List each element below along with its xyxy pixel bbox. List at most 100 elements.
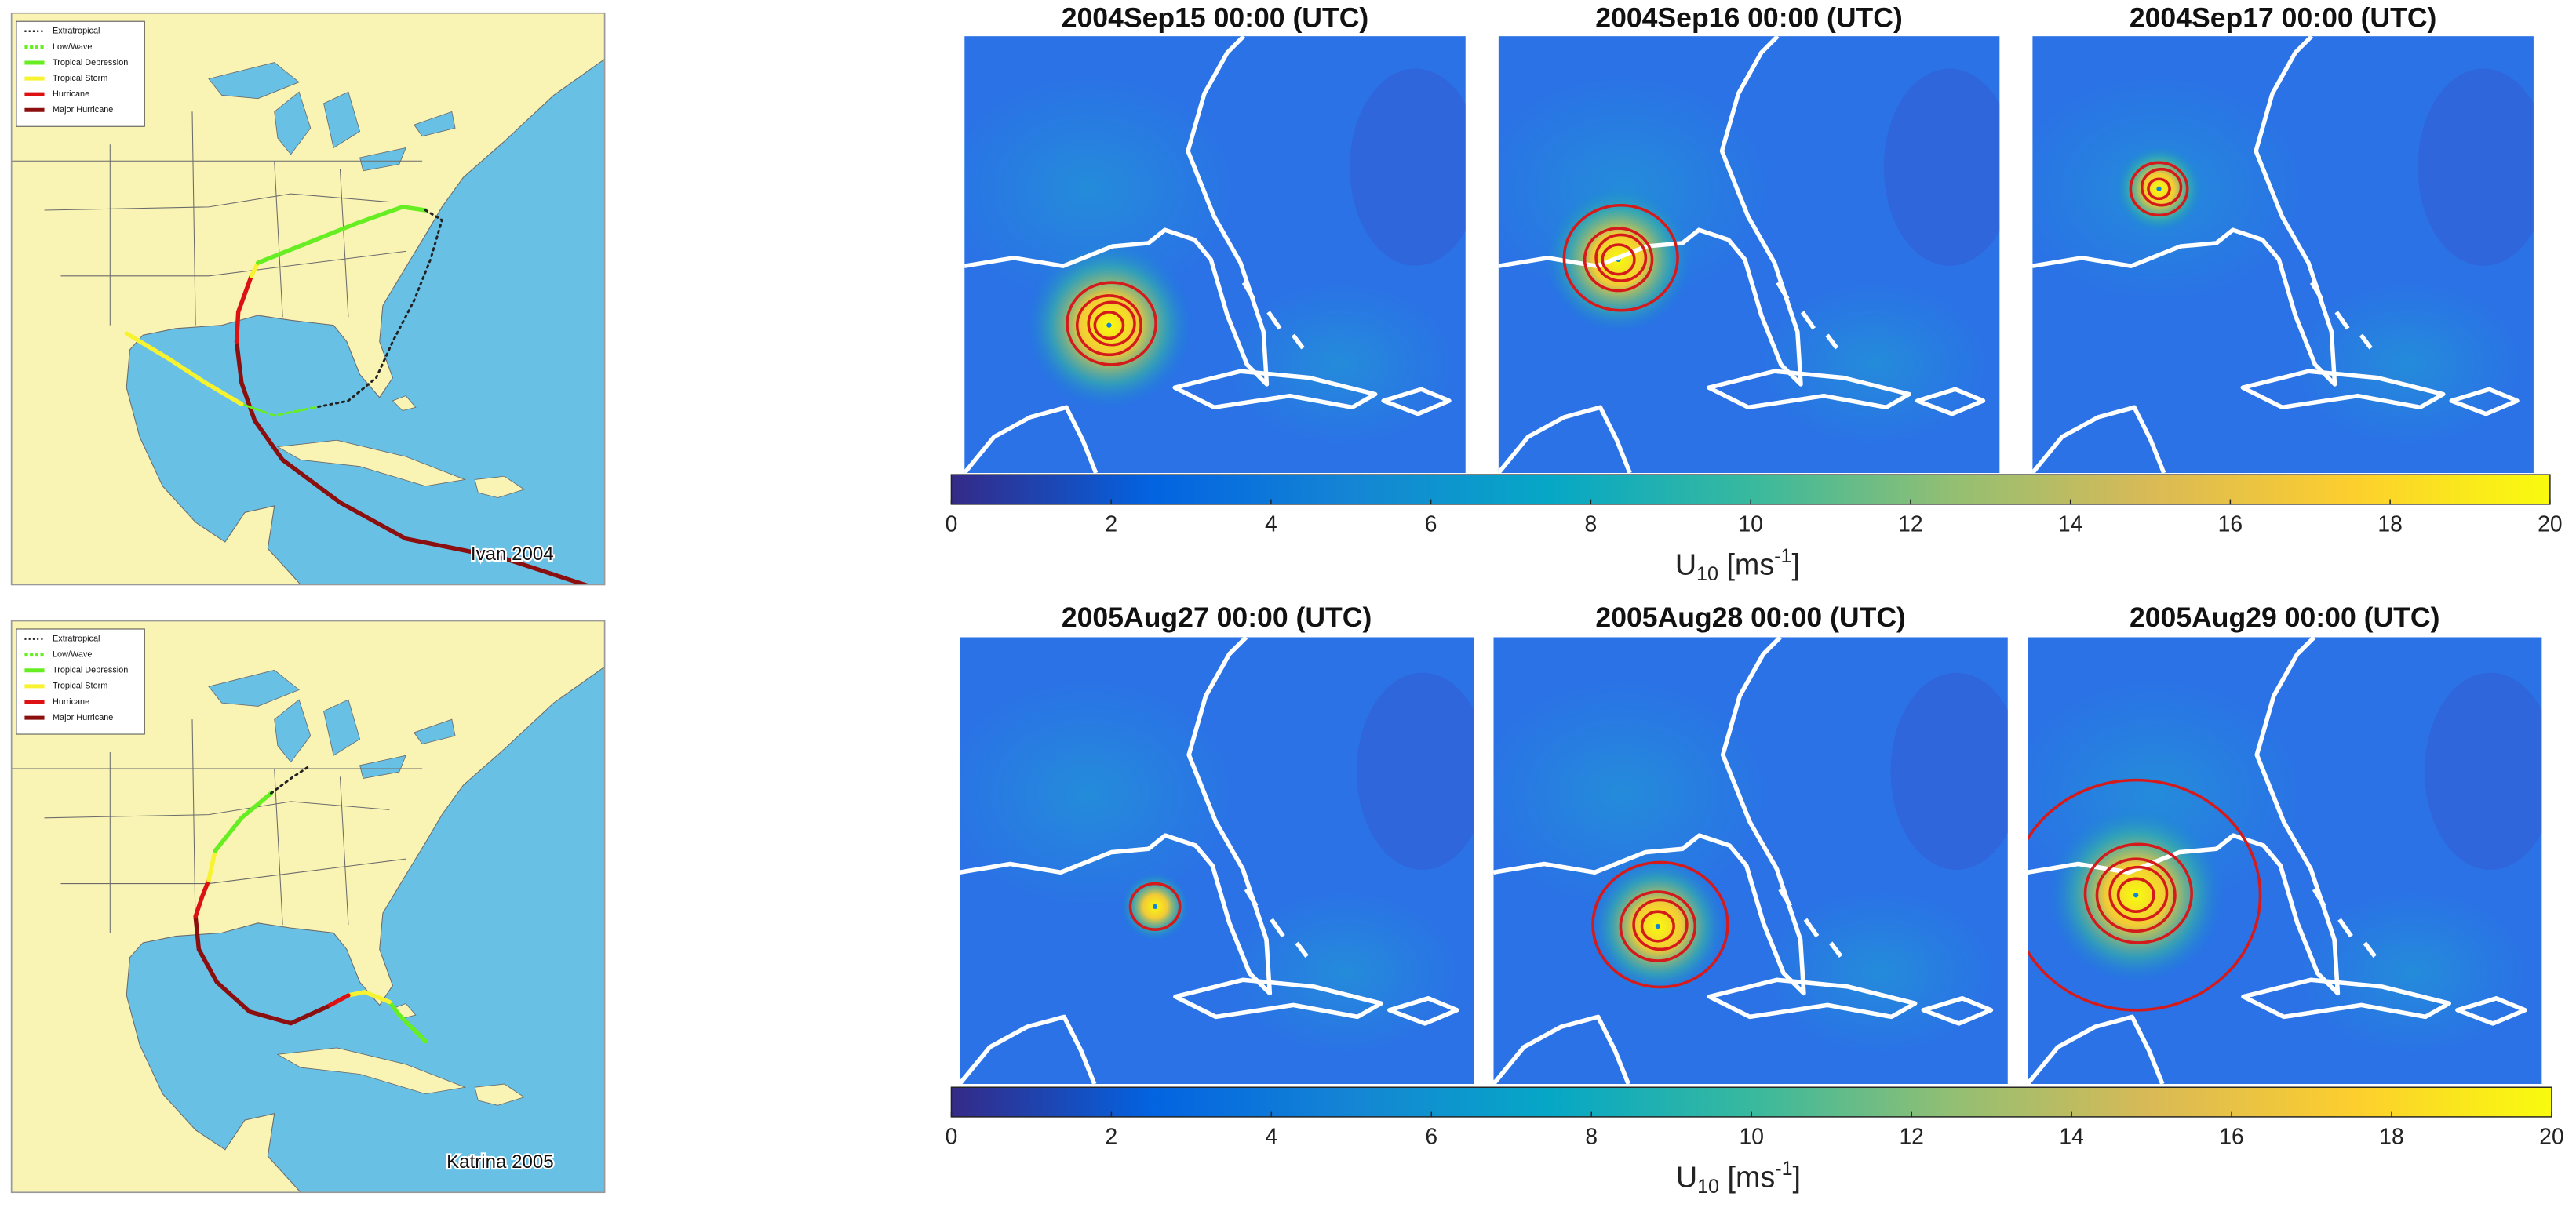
wind-contour bbox=[2116, 877, 2155, 913]
coastline bbox=[2032, 36, 2337, 387]
panel-title: 2004Sep15 00:00 (UTC) bbox=[1062, 2, 1369, 34]
border bbox=[274, 161, 283, 318]
wind-contour bbox=[2083, 842, 2193, 944]
lake bbox=[414, 111, 456, 137]
legend-entry: Major Hurricane bbox=[53, 105, 113, 115]
storm-track bbox=[387, 999, 428, 1044]
wind-calm bbox=[2418, 68, 2534, 266]
legend-entry: Tropical Depression bbox=[53, 58, 128, 67]
storm-label: Katrina 2005 bbox=[446, 1151, 554, 1173]
wind-haze bbox=[1759, 282, 1990, 446]
island bbox=[276, 439, 467, 487]
wind-calm bbox=[1890, 672, 2008, 870]
wind-contour bbox=[1562, 203, 1679, 312]
colorbar-tick-label: 16 bbox=[2218, 511, 2243, 536]
colorbar-tick-label: 10 bbox=[1738, 511, 1762, 536]
coastline bbox=[2309, 281, 2373, 350]
coastline bbox=[1241, 281, 1305, 350]
land bbox=[11, 13, 605, 585]
colorbar-tick-label: 4 bbox=[1265, 1124, 1277, 1149]
lake bbox=[414, 718, 456, 745]
wind-haze bbox=[1764, 889, 1995, 1055]
colorbar-tick-label: 14 bbox=[2059, 1124, 2083, 1149]
storm-track bbox=[234, 274, 254, 344]
wind-haze bbox=[1493, 678, 1770, 909]
storm-track bbox=[346, 989, 392, 1005]
colorbar-tick-label: 14 bbox=[2058, 511, 2082, 536]
wind-calm bbox=[1357, 672, 1474, 870]
border bbox=[339, 169, 349, 318]
wind-contour bbox=[2108, 865, 2169, 922]
colorbar-tick-label: 4 bbox=[1265, 511, 1277, 536]
legend-entry: Tropical Depression bbox=[53, 666, 128, 675]
wind-calm bbox=[2425, 672, 2542, 870]
storm-eye bbox=[1655, 923, 1660, 929]
coastline bbox=[1707, 369, 1911, 410]
wind-contour bbox=[2147, 177, 2171, 201]
colorbar-tick-label: 12 bbox=[1899, 1124, 1923, 1149]
wind-panel bbox=[1498, 36, 2000, 474]
coastline bbox=[1776, 281, 1839, 350]
colorbar-tick-label: 0 bbox=[946, 1124, 958, 1149]
colorbar-tick-label: 16 bbox=[2219, 1124, 2243, 1149]
colorbar-label: U10 [ms-1] bbox=[1675, 545, 1800, 585]
storm-track bbox=[270, 764, 312, 795]
label-unit: [ms bbox=[1726, 547, 1774, 580]
coastline bbox=[1493, 1014, 1630, 1085]
storm-track bbox=[256, 205, 428, 265]
colorbar-tick-label: 20 bbox=[2539, 1124, 2563, 1149]
lake bbox=[208, 669, 300, 707]
coastline bbox=[959, 637, 1273, 996]
storm-track bbox=[124, 331, 244, 406]
storm-track bbox=[193, 914, 330, 1026]
track-map: Extratropical Low/Wave Tropical Depression… bbox=[10, 12, 606, 586]
wind-contour bbox=[1128, 882, 1182, 931]
figure-content: Extratropical Low/Wave Tropical Depression… bbox=[10, 2, 2564, 1198]
colorbar-tick-label: 6 bbox=[1425, 511, 1437, 536]
coastline bbox=[1493, 637, 1806, 996]
wind-haze bbox=[2297, 889, 2529, 1055]
coastline bbox=[1387, 996, 1459, 1026]
border bbox=[44, 801, 390, 819]
wind-haze bbox=[959, 678, 1237, 909]
storm-track bbox=[240, 402, 317, 417]
wind-contour bbox=[1619, 890, 1697, 962]
wind-field bbox=[1493, 637, 2008, 1085]
legend-entry: Hurricane bbox=[53, 89, 89, 99]
panel-title: 2004Sep17 00:00 (UTC) bbox=[2130, 2, 2437, 34]
legend-entry: Extratropical bbox=[53, 634, 100, 643]
island bbox=[276, 1047, 467, 1095]
storm-track bbox=[213, 791, 274, 853]
coastline bbox=[2240, 369, 2446, 410]
label-close: ] bbox=[1793, 1160, 1801, 1193]
island bbox=[474, 475, 525, 498]
storm-track bbox=[193, 878, 211, 919]
lake bbox=[359, 755, 406, 780]
wind-contour bbox=[1601, 243, 1636, 276]
coastline bbox=[2455, 996, 2527, 1026]
colorbar-tick-label: 2 bbox=[1105, 511, 1117, 536]
lake bbox=[323, 699, 361, 756]
land bbox=[11, 620, 605, 1193]
colorbar-tick-label: 18 bbox=[2377, 511, 2402, 536]
wind-haze bbox=[2293, 282, 2523, 446]
storm-track bbox=[206, 848, 218, 883]
wind-contour bbox=[1066, 281, 1157, 366]
wind-contour bbox=[1093, 311, 1125, 340]
panel-title: 2005Aug27 00:00 (UTC) bbox=[1062, 602, 1372, 633]
wind-contour bbox=[2129, 161, 2189, 217]
wind-contour bbox=[1632, 898, 1689, 951]
panel-title: 2004Sep16 00:00 (UTC) bbox=[1595, 2, 1903, 34]
wind-haze bbox=[1225, 282, 1456, 446]
storm-track bbox=[324, 993, 351, 1009]
wind-panel bbox=[2027, 637, 2542, 1085]
legend-entry: Hurricane bbox=[53, 697, 89, 707]
legend-entry: Low/Wave bbox=[53, 42, 92, 52]
coastline bbox=[1915, 387, 1986, 416]
label-subscript: 10 bbox=[1697, 1176, 1719, 1198]
wind-haze bbox=[964, 74, 1238, 304]
coastline bbox=[2027, 1014, 2165, 1085]
border bbox=[60, 250, 406, 277]
wind-contour bbox=[1640, 910, 1675, 943]
legend-entry: Low/Wave bbox=[53, 650, 92, 660]
